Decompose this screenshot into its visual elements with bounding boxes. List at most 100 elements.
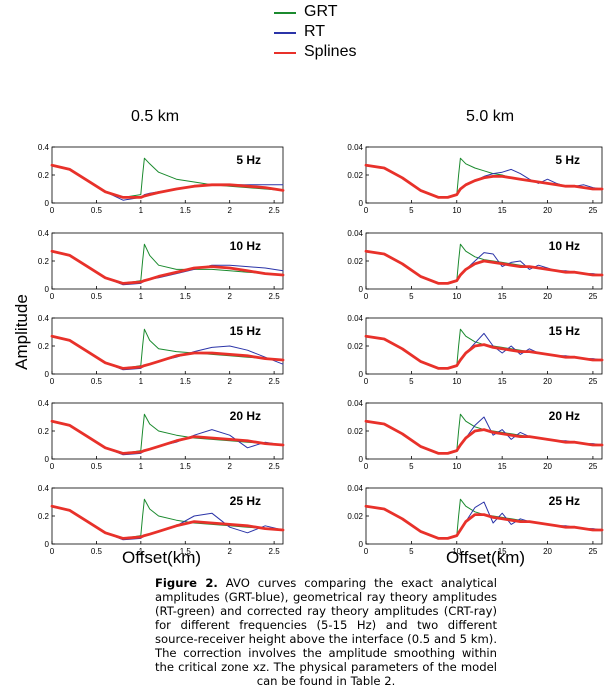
panel-0-5-km-25-hz: 0 0.2 0.4 0 0.5 1 1.5 2 2.5 25 Hz	[38, 484, 285, 556]
y-tick-label: 0.04	[347, 143, 363, 152]
x-tick-label: 0.5	[91, 206, 103, 215]
panel-5-0-km-10-hz: 0 0.02 0.04 0 5 10 15 20 25 10 Hz	[347, 229, 604, 301]
x-tick-label: 0	[364, 206, 369, 215]
x-tick-label: 25	[588, 462, 597, 471]
panel-frame	[51, 402, 284, 460]
x-tick-label: 2.5	[269, 206, 281, 215]
series-line-splines	[364, 163, 604, 199]
x-axis-title-left: Offset(km)	[122, 548, 202, 567]
series-line-splines	[50, 504, 285, 540]
caption-text: AVO curves comparing the exact analytica…	[155, 576, 497, 688]
y-tick-label: 0	[45, 370, 50, 379]
y-tick-label: 0.02	[347, 512, 363, 521]
x-tick-label: 10	[452, 377, 461, 386]
x-tick-label: 25	[588, 292, 597, 301]
y-tick-label: 0.4	[38, 314, 50, 323]
x-tick-label: 2	[227, 206, 232, 215]
x-tick-label: 0	[364, 547, 369, 556]
column-title-right: 5.0 km	[466, 108, 515, 125]
y-tick-label: 0.02	[347, 257, 363, 266]
legend-swatch-splines	[274, 52, 296, 54]
x-tick-label: 2.5	[269, 462, 281, 471]
x-tick-label: 20	[543, 462, 552, 471]
frequency-label: 15 Hz	[549, 324, 580, 338]
x-tick-label: 15	[498, 377, 507, 386]
x-tick-label: 0	[50, 377, 55, 386]
frequency-label: 10 Hz	[230, 239, 261, 253]
panel-frame	[51, 146, 284, 204]
x-tick-label: 20	[543, 292, 552, 301]
x-tick-label: 0.5	[91, 547, 103, 556]
series-line-splines	[364, 249, 604, 285]
x-tick-label: 15	[498, 292, 507, 301]
series-line-splines	[50, 419, 285, 455]
panel-5-0-km-20-hz: 0 0.02 0.04 0 5 10 15 20 25 20 Hz	[347, 399, 604, 471]
panel-frame	[51, 487, 284, 545]
legend-label-grt: GRT	[304, 3, 338, 20]
y-tick-label: 0.4	[38, 143, 50, 152]
plot-grid: 0 0.2 0.4 0 0.5 1 1.5 2 2.5 5 Hz 0 0.2 0.4 0 0.5 1 1.5 2 2…	[38, 143, 604, 556]
y-tick-label: 0.04	[347, 314, 363, 323]
legend-item-grt: GRT	[274, 2, 414, 22]
x-tick-label: 10	[452, 462, 461, 471]
y-tick-label: 0	[359, 455, 364, 464]
x-tick-label: 15	[498, 547, 507, 556]
x-tick-label: 2.5	[269, 377, 281, 386]
x-tick-label: 0	[50, 292, 55, 301]
panel-frame	[51, 317, 284, 375]
y-tick-label: 0	[45, 455, 50, 464]
x-tick-label: 5	[409, 292, 414, 301]
x-tick-label: 2.5	[269, 547, 281, 556]
caption-label: Figure 2.	[155, 576, 218, 590]
x-tick-label: 1.5	[180, 462, 192, 471]
series-line-splines	[364, 504, 604, 540]
x-tick-label: 5	[409, 377, 414, 386]
x-tick-label: 20	[543, 206, 552, 215]
panel-0-5-km-5-hz: 0 0.2 0.4 0 0.5 1 1.5 2 2.5 5 Hz	[38, 143, 285, 215]
panel-0-5-km-10-hz: 0 0.2 0.4 0 0.5 1 1.5 2 2.5 10 Hz	[38, 229, 285, 301]
y-tick-label: 0.02	[347, 171, 363, 180]
y-tick-label: 0	[359, 285, 364, 294]
x-tick-label: 10	[452, 206, 461, 215]
legend-swatch-rt	[274, 32, 296, 34]
x-tick-label: 0	[50, 462, 55, 471]
panel-frame	[365, 146, 603, 204]
frequency-label: 15 Hz	[230, 324, 261, 338]
legend-item-rt: RT	[274, 22, 414, 42]
x-tick-label: 5	[409, 547, 414, 556]
series-line-splines	[50, 163, 285, 199]
legend-swatch-grt	[274, 12, 296, 14]
y-tick-label: 0	[45, 285, 50, 294]
x-tick-label: 0.5	[91, 292, 103, 301]
figure-caption: Figure 2. AVO curves comparing the exact…	[155, 576, 497, 688]
x-tick-label: 1	[139, 462, 144, 471]
x-tick-label: 0	[364, 377, 369, 386]
y-tick-label: 0.02	[347, 342, 363, 351]
x-tick-label: 1	[139, 377, 144, 386]
frequency-label: 25 Hz	[549, 494, 580, 508]
y-tick-label: 0.4	[38, 484, 50, 493]
series-line-splines	[50, 249, 285, 285]
panel-frame	[51, 232, 284, 290]
panel-0-5-km-20-hz: 0 0.2 0.4 0 0.5 1 1.5 2 2.5 20 Hz	[38, 399, 285, 471]
y-tick-label: 0	[359, 370, 364, 379]
frequency-label: 25 Hz	[230, 494, 261, 508]
panel-0-5-km-15-hz: 0 0.2 0.4 0 0.5 1 1.5 2 2.5 15 Hz	[38, 314, 285, 386]
x-tick-label: 1	[139, 547, 144, 556]
x-tick-label: 1.5	[180, 547, 192, 556]
panel-5-0-km-5-hz: 0 0.02 0.04 0 5 10 15 20 25 5 Hz	[347, 143, 604, 215]
x-tick-label: 1.5	[180, 377, 192, 386]
x-tick-label: 25	[588, 206, 597, 215]
y-tick-label: 0	[359, 199, 364, 208]
y-tick-label: 0.2	[38, 512, 50, 521]
y-tick-label: 0.2	[38, 257, 50, 266]
series-line-splines	[364, 419, 604, 455]
y-tick-label: 0.02	[347, 427, 363, 436]
panel-5-0-km-15-hz: 0 0.02 0.04 0 5 10 15 20 25 15 Hz	[347, 314, 604, 386]
x-tick-label: 2	[227, 292, 232, 301]
legend-label-splines: Splines	[304, 43, 357, 60]
x-tick-label: 5	[409, 206, 414, 215]
frequency-label: 10 Hz	[549, 239, 580, 253]
y-tick-label: 0.4	[38, 399, 50, 408]
y-tick-label: 0.04	[347, 399, 363, 408]
